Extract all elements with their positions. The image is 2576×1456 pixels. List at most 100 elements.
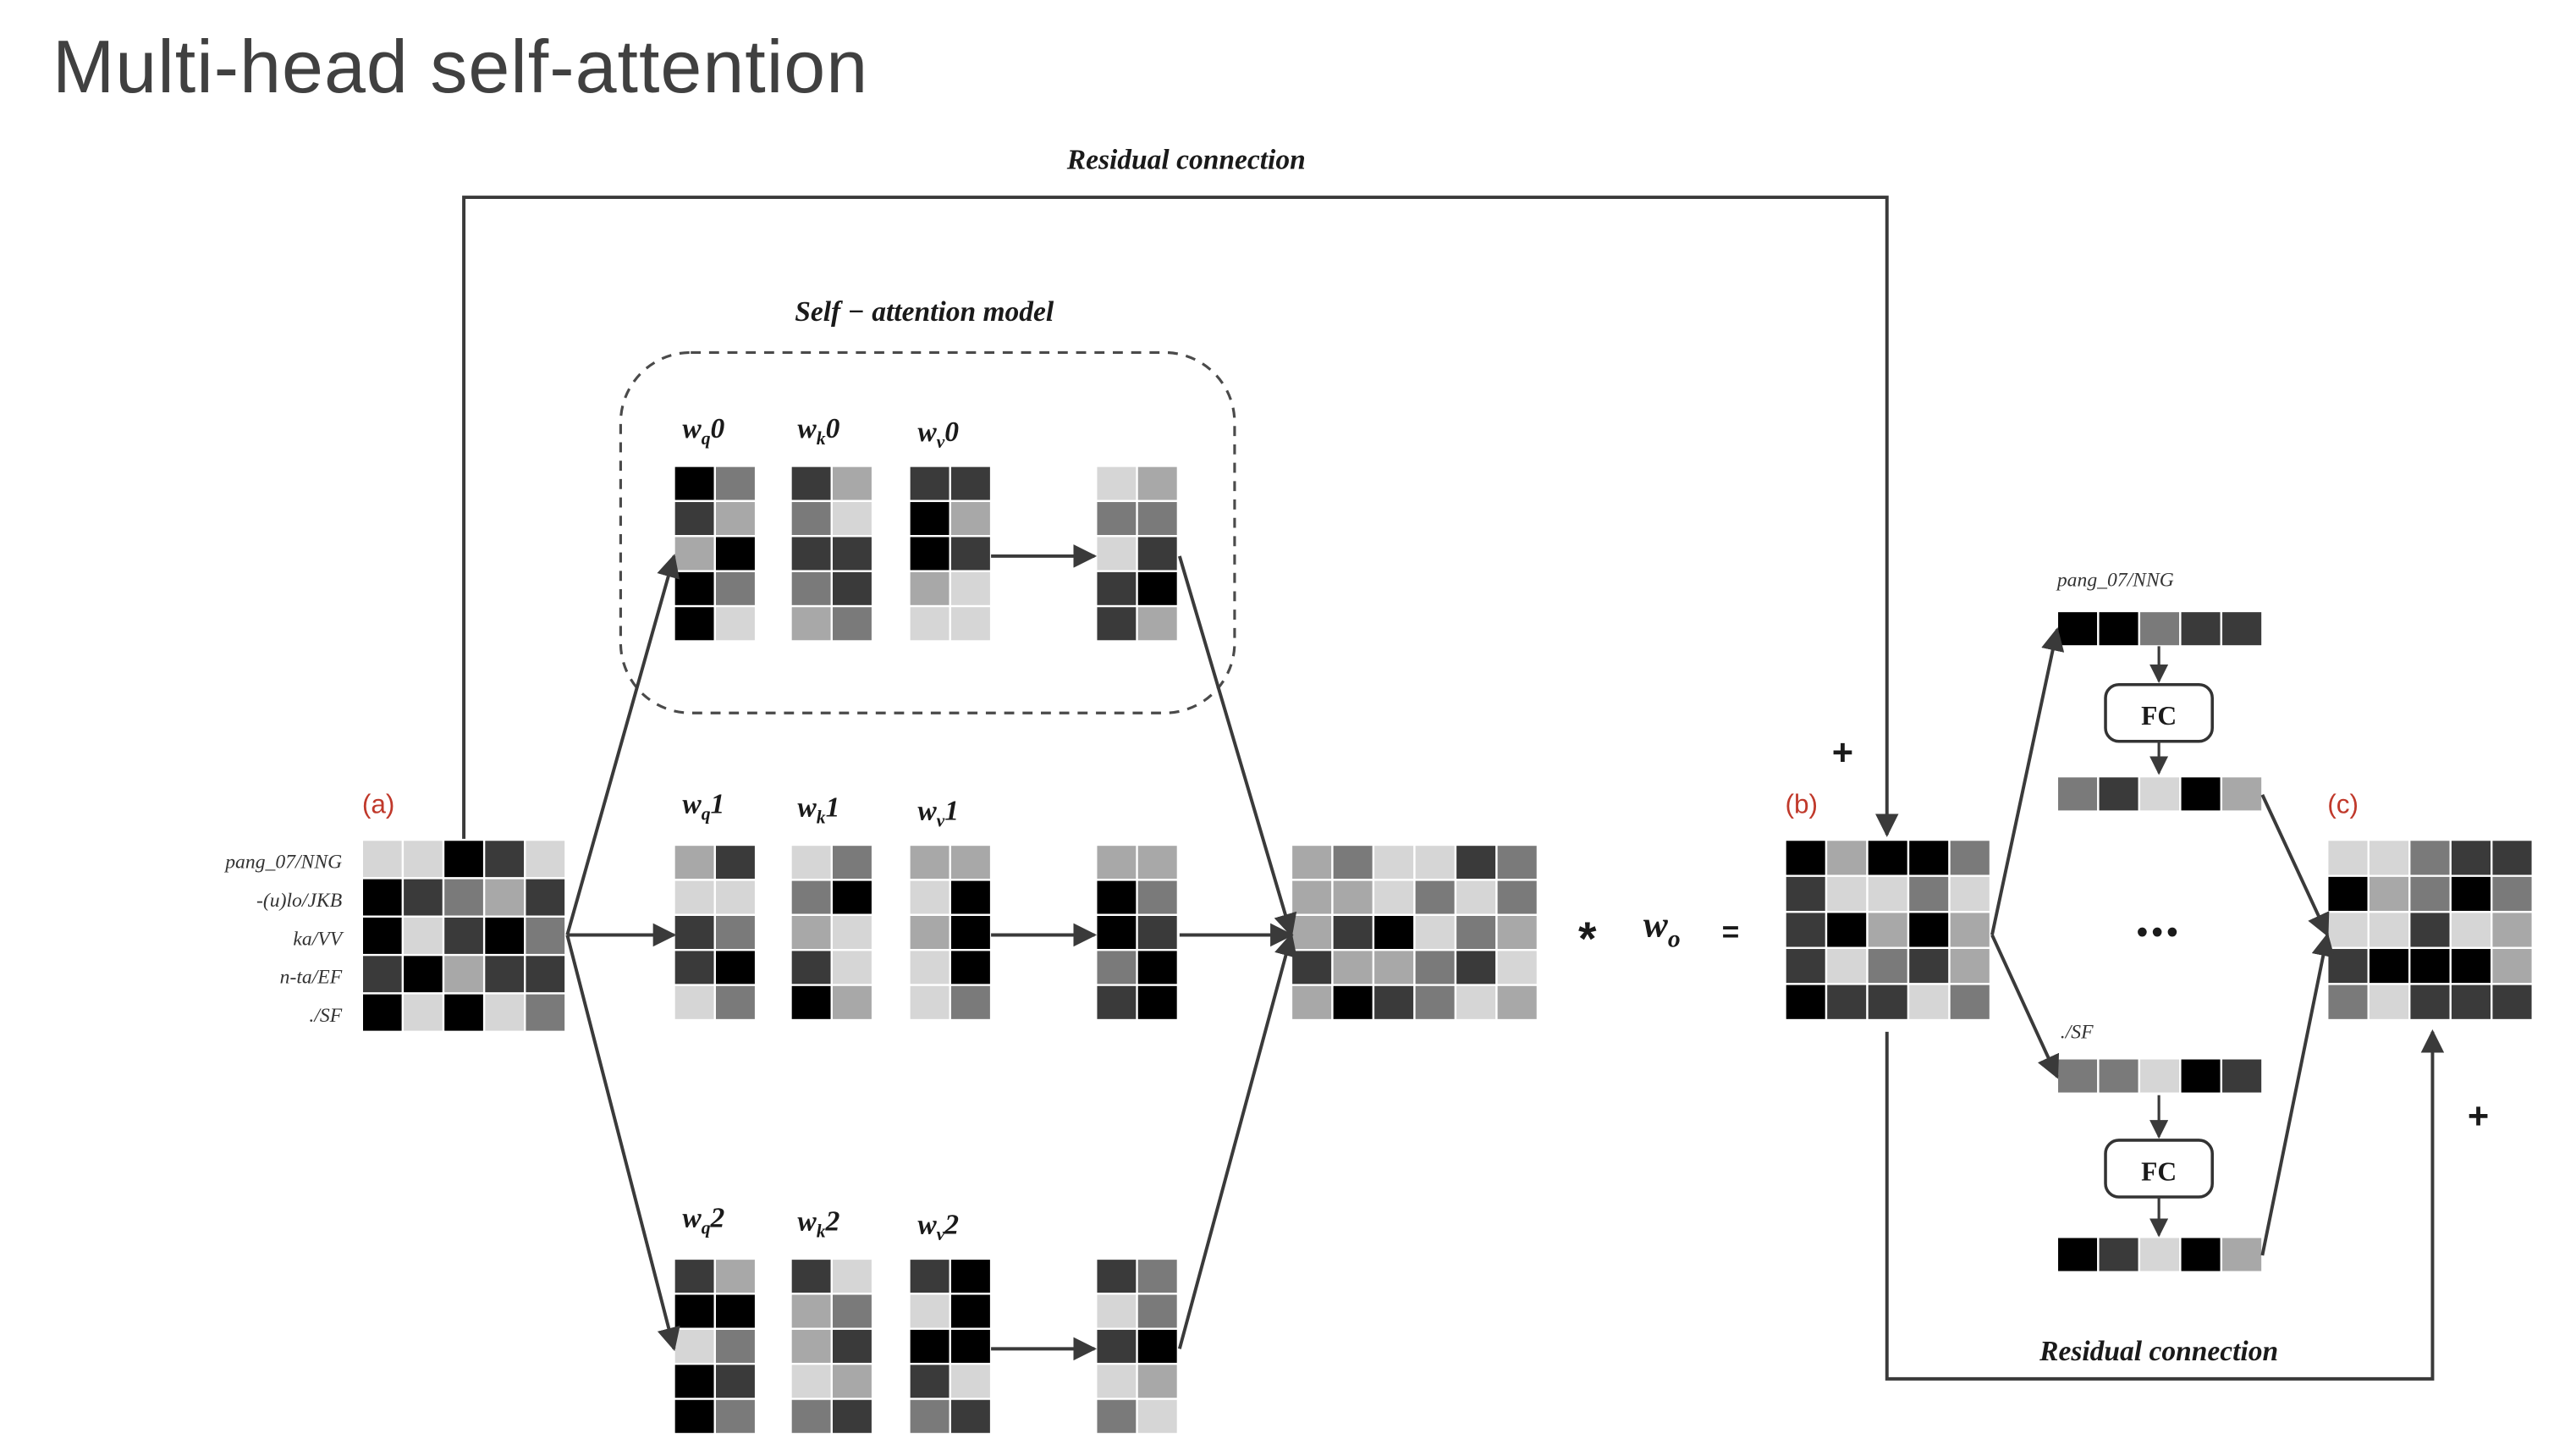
matrix-cell — [673, 1398, 716, 1436]
matrix-cell — [830, 984, 874, 1022]
matrix-cell — [830, 499, 874, 538]
matrix-cell — [1136, 604, 1180, 643]
head-2-key-matrix — [790, 1257, 874, 1436]
head-1-query-matrix — [673, 843, 757, 1022]
plus-sign-bottom: + — [2468, 1096, 2489, 1137]
matrix-cell — [713, 843, 757, 881]
matrix-cell — [2326, 983, 2370, 1022]
concat-matrix — [1290, 843, 1539, 1022]
matrix-cell — [1866, 946, 1910, 985]
matrix-cell — [1454, 879, 1498, 916]
matrix-cell — [1784, 838, 1828, 877]
matrix-cell — [949, 1327, 993, 1365]
matrix-cell — [830, 570, 874, 608]
matrix-cell — [1454, 949, 1498, 986]
matrix-cell — [673, 843, 716, 881]
matrix-cell — [2138, 609, 2182, 648]
arrow-ffn-bottom-to-c — [2260, 932, 2335, 1256]
matrix-cell — [2491, 874, 2534, 913]
self-attention-model-label: Self − attention model — [795, 296, 1054, 328]
wv1-label: wv1 — [917, 795, 959, 830]
matrix-cell — [1095, 465, 1138, 503]
matrix-cell — [1095, 1327, 1138, 1365]
matrix-cell — [2367, 911, 2411, 950]
matrix-cell — [2138, 1236, 2182, 1273]
matrix-cell — [1290, 879, 1334, 916]
matrix-cell — [2326, 874, 2370, 913]
matrix-cell — [2408, 946, 2452, 985]
matrix-cell — [2220, 1236, 2264, 1273]
matrix-cell — [482, 953, 526, 995]
matrix-cell — [908, 879, 951, 916]
residual-connection-bottom-label: Residual connection — [2039, 1336, 2278, 1367]
matrix-cell — [713, 913, 757, 951]
matrix-cell — [1907, 946, 1951, 985]
wq2-label: wq2 — [682, 1202, 724, 1238]
matrix-cell — [949, 535, 993, 572]
matrix-cell — [2408, 911, 2452, 950]
matrix-cell — [1290, 913, 1334, 951]
token-label: n-ta/EF — [280, 967, 343, 989]
matrix-cell — [401, 838, 445, 880]
matrix-cell — [1413, 913, 1457, 951]
matrix-cell — [401, 992, 445, 1033]
matrix-cell — [442, 838, 486, 880]
matrix-cell — [442, 953, 486, 995]
matrix-cell — [1290, 843, 1334, 881]
matrix-cell — [482, 838, 526, 880]
matrix-cell — [2449, 874, 2493, 913]
ffn-vector-top-in — [2056, 609, 2264, 648]
matrix-cell — [1290, 984, 1334, 1022]
matrix-cell — [2449, 838, 2493, 877]
panel-c-label: (c) — [2327, 789, 2359, 819]
matrix-cell — [713, 604, 757, 643]
matrix-cell — [524, 838, 567, 880]
matrix-cell — [949, 949, 993, 986]
matrix-cell — [713, 949, 757, 986]
matrix-cell — [673, 949, 716, 986]
token-labels: pang_07/NNG -(u)lo/JKB ka/VV n-ta/EF ./S… — [223, 852, 344, 1027]
matrix-cell — [2138, 775, 2182, 813]
matrix-cell — [2367, 838, 2411, 877]
matrix-cell — [949, 984, 993, 1022]
matrix-cell — [908, 1398, 951, 1436]
matrix-cell — [1095, 604, 1138, 643]
token-label: ./SF — [309, 1005, 342, 1027]
matrix-cell — [1866, 874, 1910, 913]
fc-label-top: FC — [2141, 701, 2177, 731]
arrow-head-0-concat — [1177, 555, 1297, 938]
matrix-cell — [1495, 843, 1539, 881]
matrix-cell — [1495, 949, 1539, 986]
matrix-cell — [1136, 1293, 1180, 1330]
matrix-cell — [790, 984, 833, 1022]
matrix-cell — [2326, 946, 2370, 985]
matrix-cell — [908, 984, 951, 1022]
matrix-cell — [830, 1398, 874, 1436]
matrix-cell — [673, 984, 716, 1022]
matrix-cell — [2491, 911, 2534, 950]
matrix-cell — [2367, 983, 2411, 1022]
matrix-cell — [1136, 1257, 1180, 1295]
matrix-cell — [1331, 984, 1375, 1022]
matrix-cell — [1948, 838, 1992, 877]
matrix-cell — [2179, 775, 2223, 813]
matrix-cell — [1907, 838, 1951, 877]
ffn-vector-bottom-out — [2056, 1236, 2264, 1273]
matrix-cell — [908, 1327, 951, 1365]
matrix-cell — [1825, 911, 1869, 950]
token-label: -(u)lo/JKB — [256, 890, 342, 912]
matrix-cell — [2326, 911, 2370, 950]
matrix-cell — [908, 499, 951, 538]
matrix-cell — [1907, 911, 1951, 950]
matrix-cell — [1095, 879, 1138, 916]
matrix-cell — [908, 949, 951, 986]
matrix-cell — [673, 499, 716, 538]
wk2-label: wk2 — [797, 1205, 839, 1241]
residual-connection-top-label: Residual connection — [1066, 145, 1306, 176]
matrix-cell — [673, 1362, 716, 1400]
matrix-cell — [673, 570, 716, 608]
matrix-cell — [673, 1293, 716, 1330]
matrix-cell — [1095, 1257, 1138, 1295]
matrix-cell — [790, 535, 833, 572]
